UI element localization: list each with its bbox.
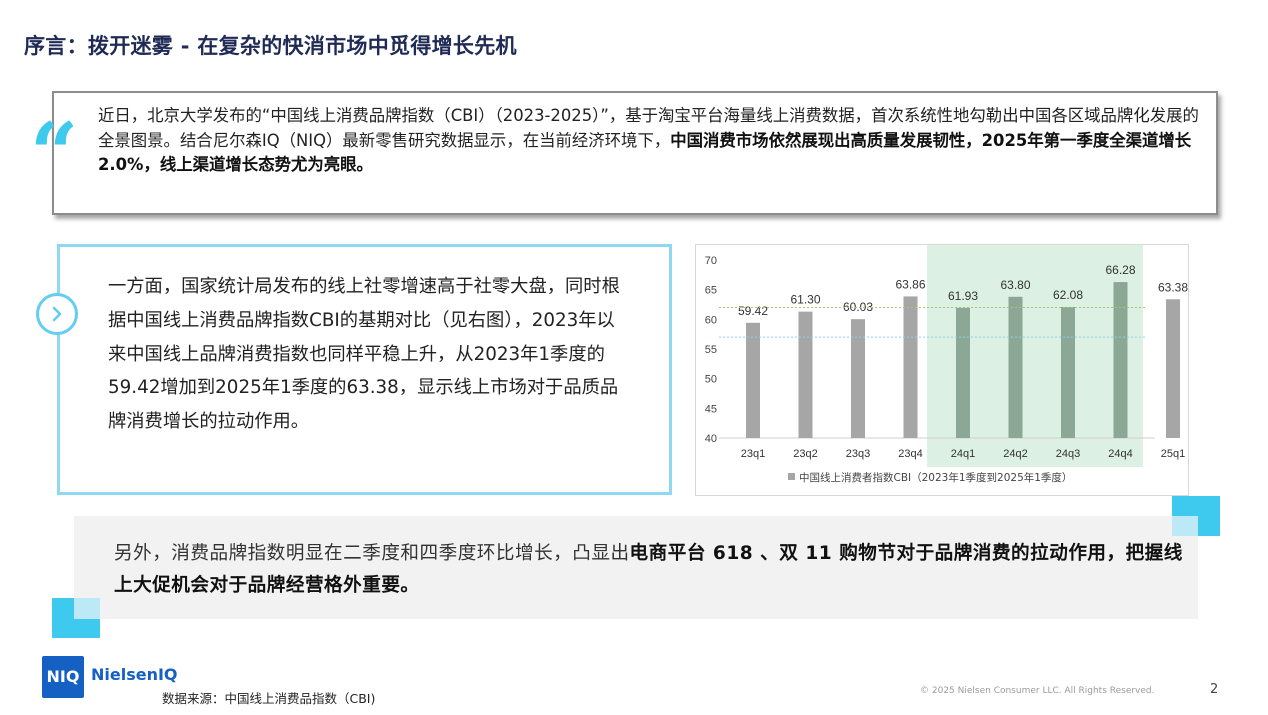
data-source: 数据来源：中国线上消费品指数（CBI) <box>162 691 376 706</box>
legend-swatch <box>788 473 795 480</box>
niq-logo: NIQ <box>42 656 84 698</box>
data-label-24q1: 61.93 <box>948 289 978 303</box>
x-tick-label-23q2: 23q2 <box>793 448 817 460</box>
x-tick-label-25q1: 25q1 <box>1161 448 1185 460</box>
data-label-23q1: 59.42 <box>738 304 768 318</box>
bar-23q1 <box>746 322 760 438</box>
bar-24q4 <box>1113 282 1128 438</box>
quote-box <box>52 91 1218 215</box>
bottom-note-text: 另外，消费品牌指数明显在二季度和四季度环比增长，凸显出电商平台 618 、双 1… <box>114 538 1184 602</box>
x-tick-label-23q3: 23q3 <box>846 448 870 460</box>
deco-square-top-right-inner <box>1172 516 1198 536</box>
bar-23q3 <box>851 319 865 438</box>
bar-24q2 <box>1008 296 1023 438</box>
y-tick-label: 70 <box>705 255 717 267</box>
nielseniq-wordmark: NielsenIQ <box>91 665 178 684</box>
data-label-24q4: 66.28 <box>1105 263 1135 277</box>
x-tick-label-24q4: 24q4 <box>1108 448 1132 460</box>
y-tick-label: 45 <box>705 403 717 415</box>
chevron-right-icon <box>36 293 78 335</box>
x-tick-label-24q3: 24q3 <box>1056 448 1080 460</box>
y-tick-label: 65 <box>705 285 717 297</box>
quote-text: 近日，北京大学发布的“中国线上消费品牌指数（CBI）（2023-2025）”，基… <box>98 104 1203 178</box>
y-tick-label: 40 <box>705 433 717 445</box>
x-tick-label-23q4: 23q4 <box>898 448 922 460</box>
bar-24q1 <box>956 307 970 438</box>
left-panel <box>57 244 672 495</box>
quote-text-bold: 中国消费市场依然展现出高质量发展韧性，2025年第一季度全渠道增长2.0%，线上… <box>98 130 1192 175</box>
legend-label: 中国线上消费者指数CBI（2023年1季度到2025年1季度） <box>799 471 1072 484</box>
y-tick-label: 60 <box>705 314 717 326</box>
bottom-note-plain: 另外，消费品牌指数明显在二季度和四季度环比增长，凸显出 <box>114 543 630 564</box>
data-label-24q2: 63.80 <box>1000 278 1030 292</box>
page-title: 序言：拨开迷雾 - 在复杂的快消市场中觅得增长先机 <box>24 34 517 58</box>
deco-square-bottom-left-inner <box>74 598 100 619</box>
x-tick-label-23q1: 23q1 <box>741 448 765 460</box>
x-tick-label-24q1: 24q1 <box>951 448 975 460</box>
bar-24q3 <box>1061 306 1075 438</box>
quote-text-plain: 近日，北京大学发布的“中国线上消费品牌指数（CBI）（2023-2025）”，基… <box>98 106 1199 150</box>
quote-mark-icon: “ <box>30 104 79 203</box>
bar-23q2 <box>798 311 813 438</box>
data-label-23q3: 60.03 <box>843 300 873 314</box>
data-label-23q4: 63.86 <box>895 277 925 291</box>
bottom-note-box <box>74 516 1198 619</box>
copyright: © 2025 Nielsen Consumer LLC. All Rights … <box>920 686 1155 696</box>
left-panel-text: 一方面，国家统计局发布的线上社零增速高于社零大盘，同时根据中国线上消费品牌指数C… <box>108 276 620 433</box>
y-tick-label: 50 <box>705 374 717 386</box>
data-label-23q2: 61.30 <box>790 293 820 307</box>
bar-23q4 <box>903 296 918 438</box>
page-number: 2 <box>1210 682 1219 697</box>
bottom-note-bold: 电商平台 618 、双 11 购物节对于品牌消费的拉动作用，把握线上大促机会对于… <box>114 543 1183 596</box>
y-tick-label: 55 <box>705 344 717 356</box>
data-label-24q3: 62.08 <box>1053 288 1083 302</box>
cbi-bar-chart: 70 65 60 55 50 45 40 59.42 23q1 61.30 23q2 60.03 23q… <box>705 245 1188 484</box>
x-tick-label-24q2: 24q2 <box>1003 448 1027 460</box>
data-label-25q1: 63.38 <box>1158 280 1188 294</box>
bar-25q1 <box>1166 299 1180 438</box>
